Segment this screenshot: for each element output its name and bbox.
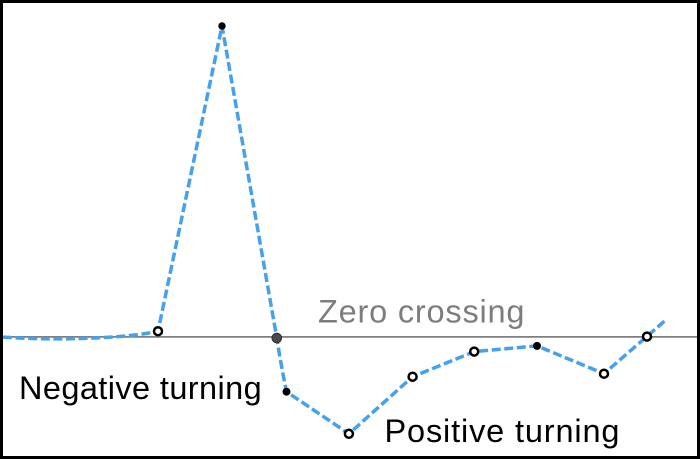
svg-text:Positive turning: Positive turning (385, 413, 621, 449)
svg-text:Zero crossing: Zero crossing (318, 294, 525, 330)
svg-text:Negative turning: Negative turning (19, 370, 262, 406)
